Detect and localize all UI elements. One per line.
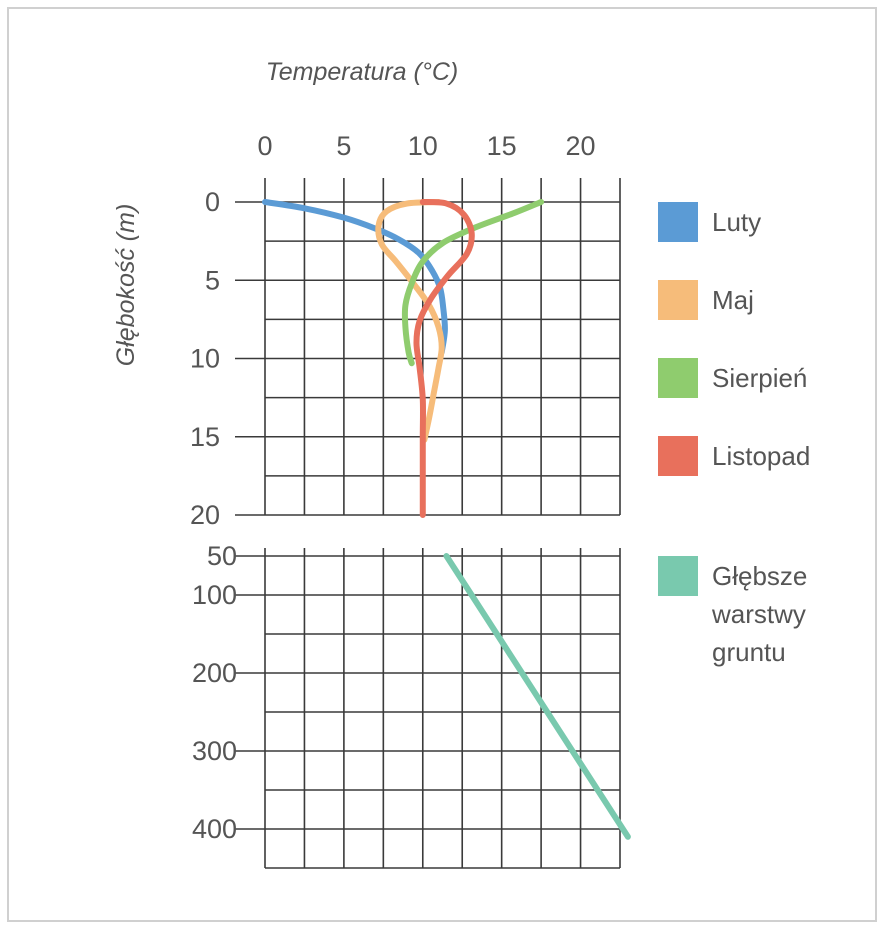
x-tick-label: 0 <box>257 131 272 161</box>
x-axis-title: Temperatura (°C) <box>266 58 458 86</box>
legend-label: Głębsze <box>712 561 807 591</box>
legend-label: Luty <box>712 207 761 237</box>
grid <box>235 178 621 869</box>
series-line-luty <box>262 199 448 356</box>
x-tick-label: 15 <box>487 131 517 161</box>
y-tick-label-upper: 10 <box>190 344 220 374</box>
x-tick-label: 20 <box>566 131 596 161</box>
y-tick-label-lower: 400 <box>192 814 237 844</box>
data-series <box>262 199 631 840</box>
y-tick-label-lower: 50 <box>207 541 237 571</box>
x-tick-label: 10 <box>408 131 438 161</box>
legend-swatch <box>658 358 698 398</box>
legend-label: Maj <box>712 285 754 315</box>
y-tick-label-upper: 20 <box>190 500 220 530</box>
series-line-sierpien <box>401 199 545 367</box>
chart-border <box>7 7 877 922</box>
legend-label: gruntu <box>712 637 786 667</box>
legend-swatch <box>658 202 698 242</box>
legend-swatch <box>658 556 698 596</box>
y-tick-label-lower: 100 <box>192 580 237 610</box>
y-tick-label-lower: 200 <box>192 658 237 688</box>
y-tick-label-upper: 5 <box>205 265 220 295</box>
series-line-deeper-soil-layers <box>443 553 631 840</box>
legend-swatch <box>658 436 698 476</box>
y-tick-label-upper: 15 <box>190 422 220 452</box>
legend-label: warstwy <box>711 599 806 629</box>
legend: Luty Maj Sierpień Listopad Głębsze warstwy gru… <box>658 202 810 667</box>
x-tick-label: 5 <box>336 131 351 161</box>
series-line-listopad <box>413 199 475 518</box>
y-tick-label-lower: 300 <box>192 736 237 766</box>
legend-swatch <box>658 280 698 320</box>
series-line-maj <box>375 199 445 443</box>
y-axis-title: Głębokość (m) <box>112 204 140 367</box>
legend-label: Listopad <box>712 441 810 471</box>
legend-label: Sierpień <box>712 363 807 393</box>
y-tick-label-upper: 0 <box>205 187 220 217</box>
